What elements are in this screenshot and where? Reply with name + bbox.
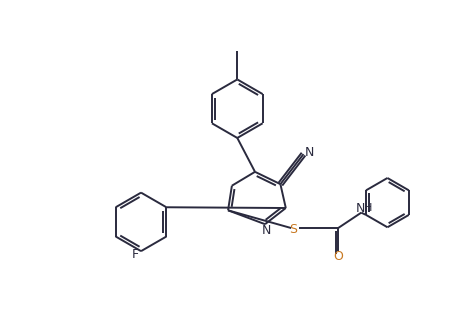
Text: N: N	[355, 201, 364, 214]
Text: N: N	[304, 146, 313, 159]
Text: O: O	[332, 250, 342, 263]
Text: S: S	[288, 223, 296, 236]
Text: N: N	[261, 224, 271, 237]
Text: F: F	[131, 248, 138, 261]
Text: H: H	[363, 203, 372, 213]
